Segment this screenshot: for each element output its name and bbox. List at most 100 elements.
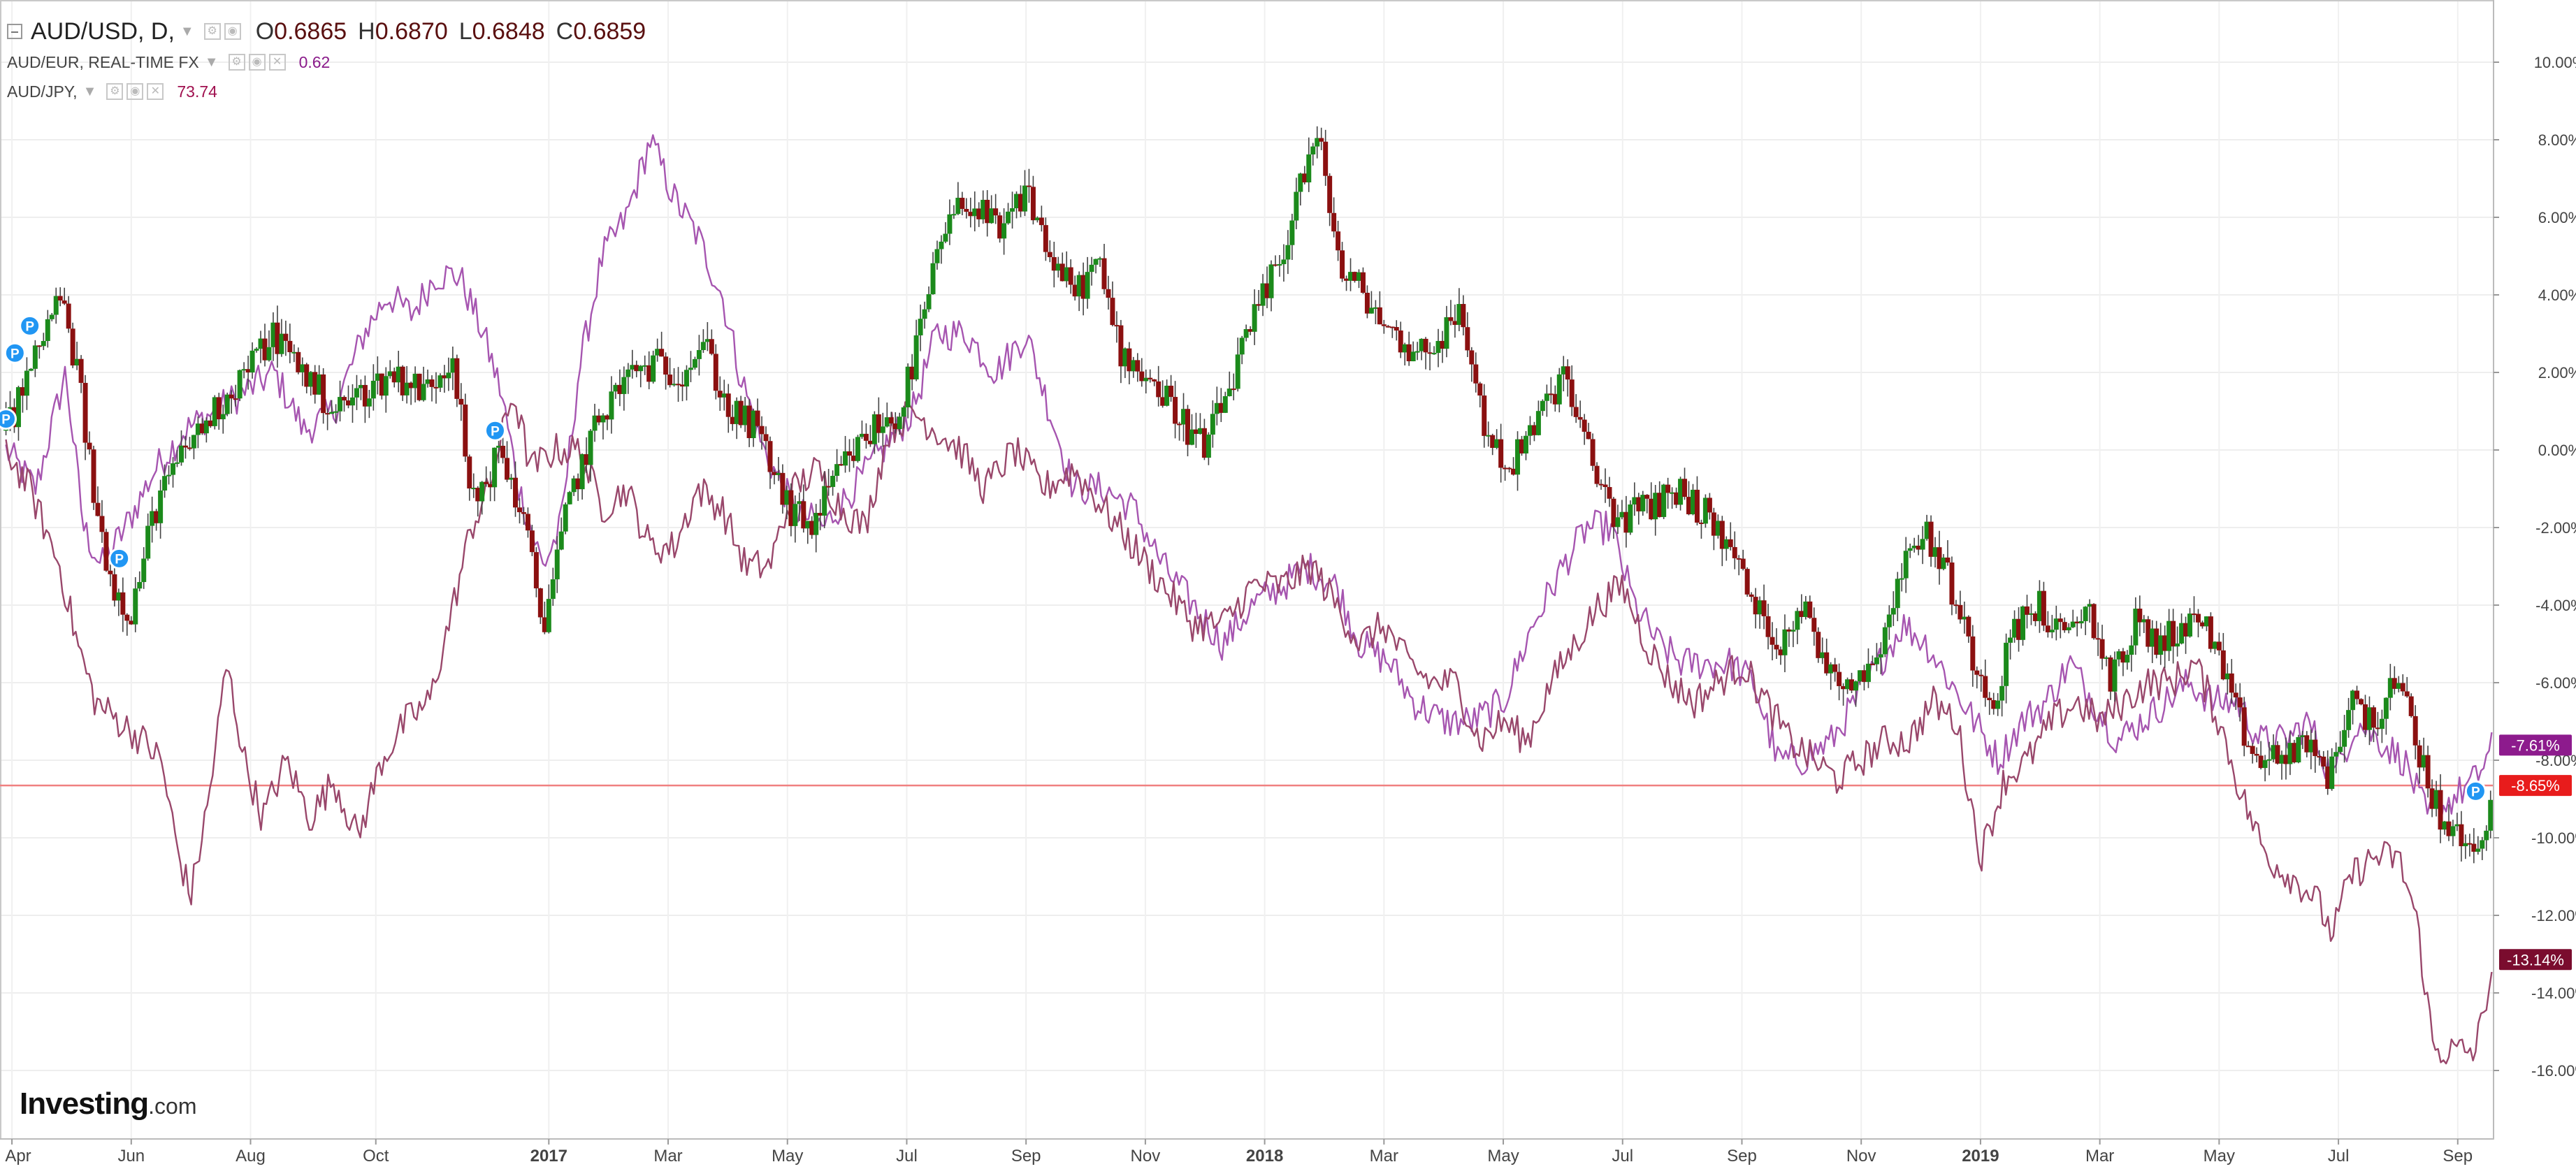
candle-body-480 — [2008, 637, 2013, 643]
candle-body-227 — [951, 214, 957, 216]
gear-icon[interactable]: ⚙ — [228, 54, 245, 71]
candle-body-22 — [95, 502, 101, 516]
candle-body-463 — [1937, 547, 1942, 569]
gear-icon[interactable]: ⚙ — [203, 23, 221, 40]
candle-body-515 — [2154, 628, 2159, 655]
candle-body-540 — [2258, 755, 2264, 769]
candle-body-117 — [492, 447, 498, 488]
candle-body-405 — [1694, 489, 1700, 523]
candle-body-538 — [2250, 746, 2255, 754]
candle-body-517 — [2162, 635, 2168, 651]
candle-body-560 — [2342, 729, 2347, 747]
candle-body-575 — [2404, 691, 2410, 697]
x-tick-label-14: Sep — [1727, 1147, 1757, 1166]
legend-row-audjpy: AUD/JPY, ▼ ⚙ ◉ ✕ 73.74 — [7, 77, 646, 106]
candle-body-553 — [2313, 739, 2318, 757]
caret-down-icon[interactable]: ▼ — [180, 23, 194, 39]
candle-body-316 — [1323, 141, 1329, 176]
candle-body-90 — [379, 373, 384, 396]
candle-body-57 — [241, 369, 247, 371]
candle-body-520 — [2175, 643, 2180, 647]
x-tick-label-19: Jul — [2328, 1147, 2350, 1166]
candle-body-529 — [2212, 641, 2217, 649]
p-marker-icon[interactable] — [3, 342, 26, 364]
y-tick-label-5: 0.00% — [2538, 442, 2576, 459]
candle-body-254 — [1064, 267, 1069, 282]
candle-body-174 — [730, 416, 735, 424]
candle-body-94 — [396, 366, 401, 383]
p-marker-icon[interactable] — [19, 314, 41, 337]
caret-down-icon[interactable]: ▼ — [204, 54, 219, 70]
candle-body-204 — [855, 437, 860, 461]
x-tick-label-9: Nov — [1131, 1147, 1161, 1166]
candle-body-310 — [1298, 173, 1303, 192]
candle-body-158 — [663, 356, 669, 375]
p-marker-icon[interactable] — [0, 408, 17, 430]
gear-icon[interactable]: ⚙ — [106, 83, 124, 100]
candle-body-420 — [1757, 600, 1763, 615]
candle-body-114 — [479, 481, 485, 502]
candle-body-303 — [1268, 264, 1274, 298]
p-marker-icon[interactable] — [484, 419, 506, 442]
eye-icon[interactable]: ◉ — [248, 54, 266, 71]
candle-body-233 — [976, 208, 982, 219]
close-icon[interactable]: ✕ — [147, 83, 164, 100]
candle-body-297 — [1243, 329, 1249, 338]
candle-body-241 — [1010, 208, 1015, 212]
candle-body-592 — [2475, 848, 2481, 852]
eye-icon[interactable]: ◉ — [224, 23, 241, 40]
candle-body-219 — [918, 319, 923, 335]
candle-body-334 — [1398, 331, 1403, 353]
candle-body-134 — [563, 504, 568, 532]
close-icon[interactable]: ✕ — [268, 54, 286, 71]
candle-body-4 — [20, 387, 25, 396]
candle-body-5 — [24, 370, 29, 396]
candle-body-443 — [1853, 681, 1859, 691]
candle-body-311 — [1302, 173, 1308, 183]
candle-body-558 — [2333, 752, 2339, 757]
p-marker-label-3: P — [115, 552, 124, 567]
candle-body-107 — [450, 358, 456, 373]
candle-body-533 — [2229, 673, 2234, 693]
candle-body-440 — [1841, 685, 1846, 690]
candle-body-318 — [1331, 212, 1337, 232]
candle-body-320 — [1340, 250, 1345, 279]
candle-body-528 — [2208, 616, 2213, 649]
y-tick-label-2: 6.00% — [2538, 209, 2576, 226]
eye-icon[interactable]: ◉ — [126, 83, 144, 100]
caret-down-icon[interactable]: ▼ — [82, 83, 97, 99]
candle-body-180 — [755, 410, 760, 426]
candle-body-584 — [2442, 821, 2447, 830]
candle-body-172 — [721, 393, 727, 398]
candle-body-6 — [28, 368, 34, 371]
candle-body-300 — [1256, 304, 1261, 306]
candle-body-281 — [1177, 423, 1182, 426]
candle-body-375 — [1569, 379, 1575, 407]
candle-body-577 — [2412, 716, 2418, 746]
candle-body-229 — [960, 198, 965, 209]
candle-body-189 — [793, 504, 798, 526]
candle-body-386 — [1615, 517, 1621, 528]
candle-body-184 — [772, 472, 777, 475]
candle-body-327 — [1368, 307, 1374, 314]
candle-body-354 — [1482, 395, 1487, 436]
minus-square-icon[interactable] — [7, 24, 22, 39]
candle-body-500 — [2091, 604, 2097, 639]
candle-body-399 — [1670, 492, 1675, 494]
price-badge-label-1: -8.65% — [2511, 777, 2560, 794]
x-tick-label-7: Jul — [896, 1147, 918, 1166]
logo-brand: Investing — [20, 1087, 149, 1121]
candle-body-385 — [1611, 498, 1616, 528]
p-marker-icon[interactable] — [2464, 780, 2487, 802]
candle-body-359 — [1503, 467, 1508, 470]
candle-body-381 — [1594, 465, 1600, 484]
p-marker-icon[interactable] — [108, 547, 131, 569]
candle-body-561 — [2346, 710, 2352, 730]
candle-body-245 — [1026, 185, 1032, 187]
candle-body-286 — [1197, 428, 1203, 434]
candle-body-163 — [683, 370, 689, 387]
candle-body-61 — [258, 338, 263, 349]
y-tick-label-1: 8.00% — [2538, 131, 2576, 149]
candle-body-260 — [1089, 264, 1094, 273]
